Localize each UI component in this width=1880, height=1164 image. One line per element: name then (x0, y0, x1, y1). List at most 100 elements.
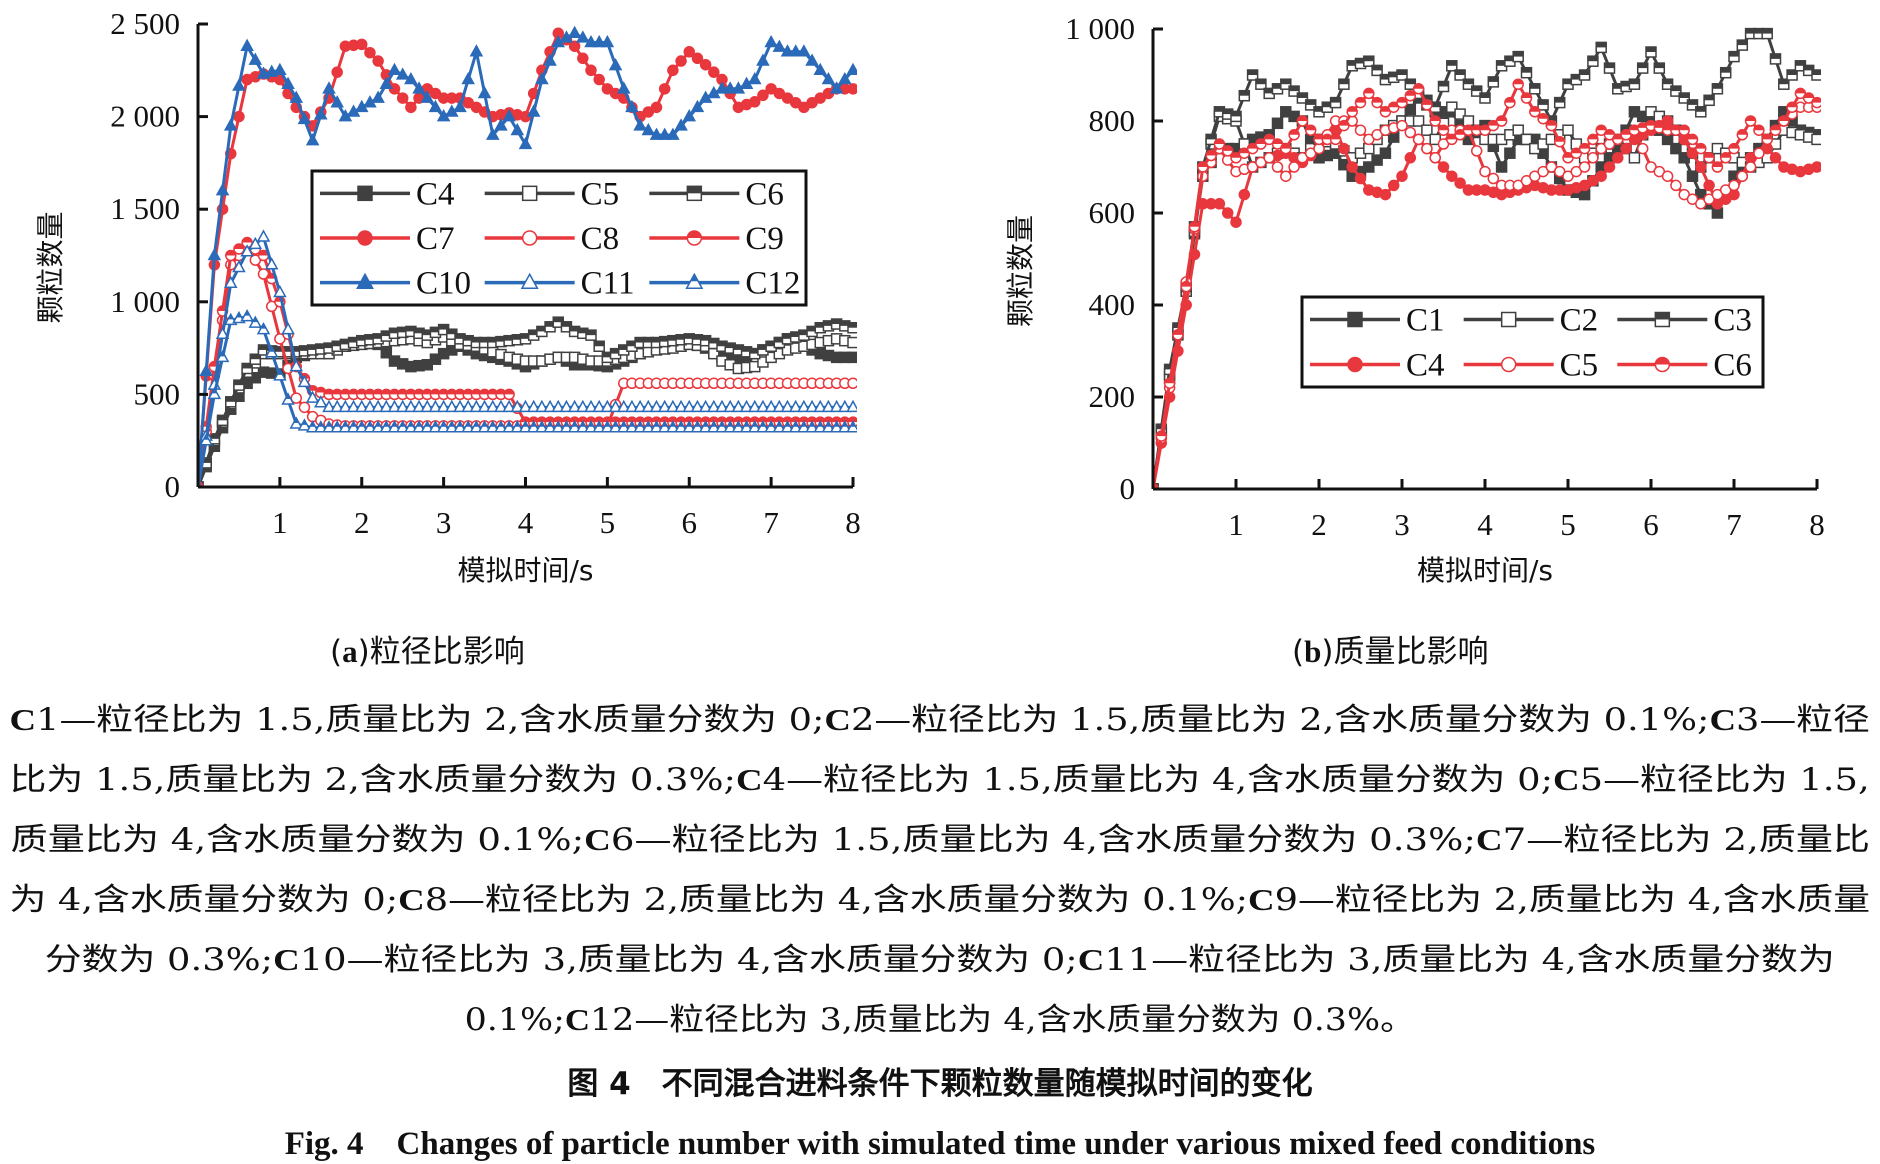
data-point-C9 (413, 388, 425, 401)
data-point-C4 (1695, 161, 1707, 173)
data-point-C3 (1371, 64, 1383, 77)
data-point-C12 (821, 420, 836, 433)
data-point-C9 (380, 388, 393, 401)
data-point-C10 (829, 81, 844, 94)
data-point-C11 (559, 399, 574, 413)
data-point-C12 (846, 420, 857, 433)
data-point-C7 (667, 64, 679, 77)
data-point-C7 (331, 66, 343, 78)
legend-item-C2: C2 (1463, 303, 1598, 339)
data-point-C12 (805, 420, 819, 433)
data-point-C5 (1670, 179, 1682, 192)
data-point-C6 (1595, 124, 1607, 136)
data-point-C9 (839, 416, 851, 428)
data-point-C6 (233, 379, 245, 391)
data-point-C12 (494, 420, 508, 433)
data-point-C12 (526, 420, 541, 433)
data-point-C10 (494, 118, 508, 131)
series-C10 (198, 25, 857, 487)
data-point-C4 (1595, 170, 1607, 182)
series-line-C1 (1153, 96, 1818, 489)
y-tick-label: 1 000 (1065, 11, 1135, 46)
data-point-C11 (404, 399, 418, 413)
data-point-C12 (256, 322, 271, 335)
data-point-C10 (232, 78, 246, 91)
subcaption-b-label: b (1304, 634, 1322, 669)
data-point-C11 (330, 399, 344, 413)
data-point-C7 (708, 66, 720, 78)
data-point-C11 (616, 399, 631, 413)
data-point-C11 (502, 399, 516, 413)
data-point-C10 (846, 62, 857, 76)
data-point-C10 (543, 53, 557, 66)
note-segment: 比为 1.5,质量比为 2,含水质量分数为 0.3%; (9, 762, 737, 798)
data-point-C12 (297, 418, 312, 431)
data-point-C4 (1612, 152, 1624, 164)
chart-b: 0 200 400 600 800 1 000 1 2 3 4 5 6 7 8 模拟时间/s 颗粒数量 C1 C2… (1004, 11, 1825, 587)
data-point-C5 (1744, 161, 1757, 173)
data-point-C3 (1446, 60, 1458, 72)
data-point-C10 (649, 127, 664, 140)
legend-marker-icon (520, 272, 539, 290)
data-point-C6 (1736, 129, 1749, 141)
note-segment: 质量比为 4,含水质量分数为 0.1%; (10, 822, 584, 858)
legend-marker-icon (1500, 356, 1517, 373)
note-segment: 7—粒径比为 2,质量比 (1502, 822, 1870, 858)
data-point-C6 (1769, 124, 1782, 136)
data-point-C11 (707, 399, 721, 413)
data-point-C10 (715, 81, 729, 94)
data-point-C11 (633, 399, 647, 413)
condition-code: C (398, 882, 425, 917)
data-point-C10 (248, 52, 263, 65)
data-point-C3 (1238, 89, 1251, 102)
subcaption-a-label: a (342, 634, 358, 669)
data-point-C12 (395, 420, 410, 433)
data-point-C11 (436, 399, 451, 413)
data-point-C4 (1238, 188, 1251, 201)
data-point-C10 (469, 44, 484, 57)
data-point-C5 (1396, 119, 1408, 132)
y-tick-label: 500 (134, 376, 181, 411)
data-point-C6 (1429, 115, 1441, 127)
series-C12 (198, 309, 857, 487)
data-point-C7 (593, 73, 605, 86)
data-point-C10 (289, 90, 304, 103)
note-segment: 9—粒径比为 2,质量比为 4,含水质量 (1274, 882, 1871, 918)
data-point-C6 (1504, 96, 1516, 109)
data-point-C3 (1670, 85, 1682, 97)
data-point-C8 (847, 377, 857, 390)
data-point-C7 (749, 96, 761, 108)
data-point-C12 (404, 420, 418, 433)
data-point-C12 (551, 420, 566, 433)
data-point-C1 (1504, 147, 1516, 159)
legend-item-C5: C5 (1463, 348, 1598, 384)
legend-label: C4 (416, 176, 455, 212)
data-point-C8 (290, 392, 302, 404)
data-point-C11 (379, 399, 394, 413)
data-point-C6 (1163, 377, 1176, 389)
data-point-C3 (1470, 85, 1483, 97)
data-point-C11 (256, 229, 271, 242)
data-point-C4 (1603, 161, 1616, 173)
condition-code: C (736, 762, 764, 797)
data-point-C10 (223, 118, 238, 131)
x-tick-label: 2 (1311, 507, 1327, 542)
data-point-C2 (1628, 152, 1641, 164)
data-point-C11 (346, 399, 361, 413)
data-point-C6 (1213, 138, 1226, 150)
data-point-C11 (838, 399, 852, 413)
data-point-C12 (592, 420, 606, 433)
data-point-C6 (1329, 133, 1342, 146)
data-point-C12 (756, 420, 770, 433)
data-point-C7 (675, 55, 687, 67)
data-point-C7 (691, 52, 704, 65)
data-point-C5 (1280, 170, 1292, 182)
data-point-C12 (788, 420, 803, 433)
data-point-C6 (225, 396, 237, 408)
data-point-C10 (747, 72, 762, 85)
note-line: 分数为 0.3%;C10—粒径比为 3,质量比为 4,含水质量分数为 0;C11… (0, 940, 1880, 980)
data-point-C12 (666, 420, 680, 433)
data-point-C3 (1462, 78, 1475, 90)
data-point-C12 (248, 315, 263, 328)
data-point-C12 (698, 420, 713, 433)
